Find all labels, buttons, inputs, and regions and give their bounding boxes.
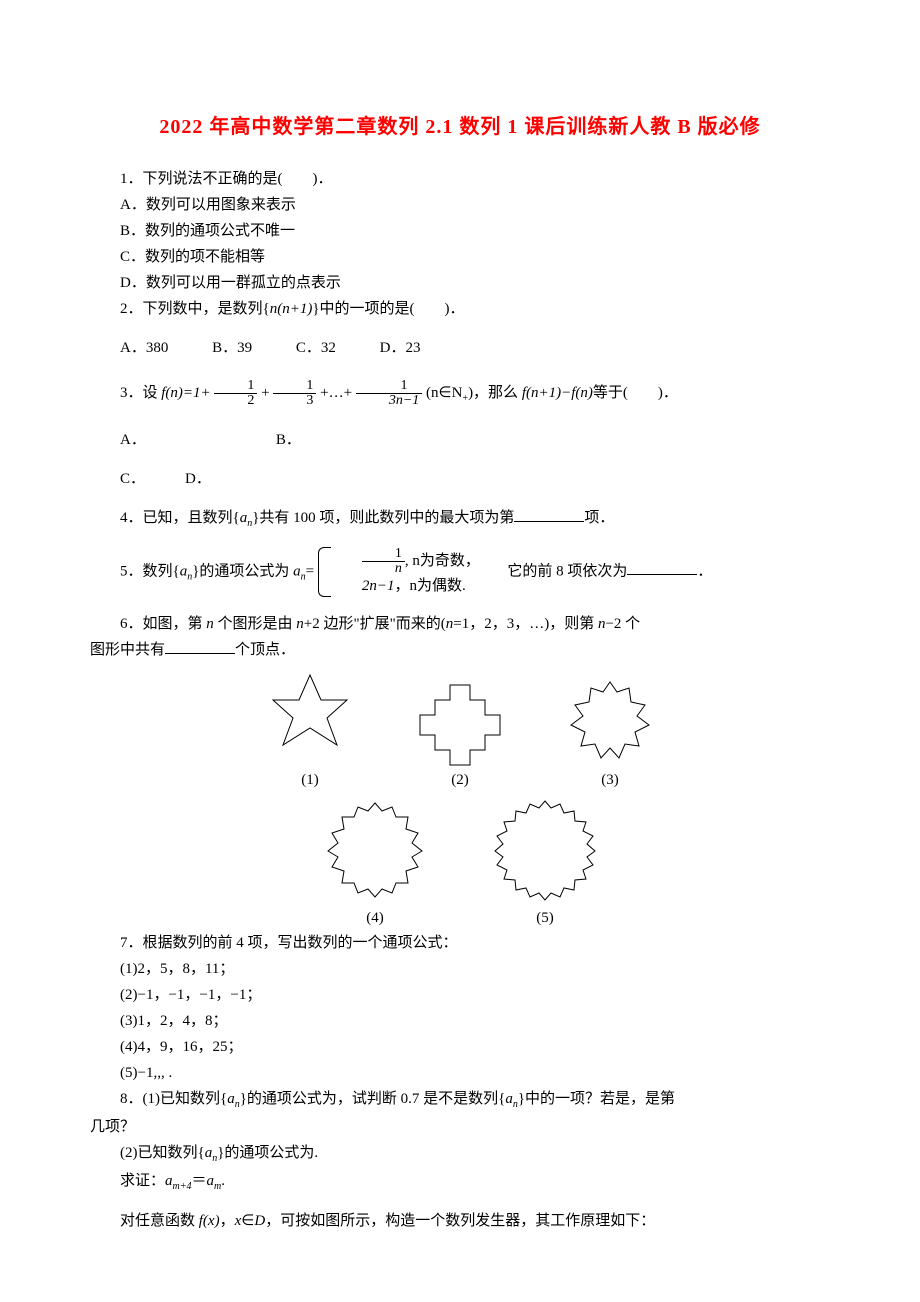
q8-p3: (2)已知数列{an}的通项公式为. <box>90 1141 830 1167</box>
figure-group: (1) (2) (3) (4) <box>90 670 830 927</box>
q1-stem: 1．下列说法不正确的是( )． <box>90 167 830 191</box>
q7-4: (4)4，9，16，25； <box>90 1035 830 1059</box>
q6-line1: 6．如图，第 n 个图形是由 n+2 边形"扩展"而来的(n=1，2，3，…)，… <box>90 612 830 636</box>
fig1-label: (1) <box>255 772 365 789</box>
q2-opts: A．380 B．39 C．32 D．23 <box>90 336 830 360</box>
q1-opt-c: C．数列的项不能相等 <box>90 245 830 269</box>
q5: 5．数列{an}的通项公式为 an= 1n, n为奇数， 2n−1，n为偶数. … <box>90 547 830 597</box>
q4-blank <box>514 508 584 522</box>
q8-p2: 几项？ <box>90 1115 830 1139</box>
figure-5 <box>480 793 610 908</box>
doc-title: 2022 年高中数学第二章数列 2.1 数列 1 课后训练新人教 B 版必修 <box>90 110 830 139</box>
q5-blank <box>627 561 697 575</box>
figure-4 <box>310 793 440 908</box>
q7-3: (3)1，2，4，8； <box>90 1009 830 1033</box>
q3-opts-cd: C．D． <box>90 467 830 491</box>
q3-stem: 3．设 f(n)=1+ 12 + 13 +…+ 13n−1 (n∈N+)，那么 … <box>90 375 830 413</box>
fig3-label: (3) <box>555 772 665 789</box>
q7-1: (1)2，5，8，11； <box>90 957 830 981</box>
fig4-label: (4) <box>310 910 440 927</box>
fig2-label: (2) <box>405 772 515 789</box>
q1-opt-a: A．数列可以用图象来表示 <box>90 193 830 217</box>
q7-5: (5)−1,,, . <box>90 1061 830 1085</box>
figure-2 <box>405 670 515 770</box>
q7-2: (2)−1，−1，−1，−1； <box>90 983 830 1007</box>
figure-1 <box>255 670 365 770</box>
q1-opt-b: B．数列的通项公式不唯一 <box>90 219 830 243</box>
q6-blank <box>165 640 235 654</box>
figure-3 <box>555 670 665 770</box>
q2-stem: 2．下列数中，是数列{n(n+1)}中的一项的是( )． <box>90 297 830 321</box>
q3-opts-ab: A．B． <box>90 428 830 452</box>
q5-cases: 1n, n为奇数， 2n−1，n为偶数. <box>318 547 480 597</box>
footer-line: 对任意函数 f(x)，x∈D，可按如图所示，构造一个数列发生器，其工作原理如下： <box>90 1209 830 1233</box>
q6-line2: 图形中共有个顶点． <box>90 638 830 662</box>
q8-p1: 8．(1)已知数列{an}的通项公式为，试判断 0.7 是不是数列{an}中的一… <box>90 1087 830 1113</box>
fig5-label: (5) <box>480 910 610 927</box>
q7-stem: 7．根据数列的前 4 项，写出数列的一个通项公式： <box>90 931 830 955</box>
q4: 4．已知，且数列{an}共有 100 项，则此数列中的最大项为第项． <box>90 506 830 532</box>
q8-p4: 求证：am+4＝am. <box>90 1169 830 1195</box>
q1-opt-d: D．数列可以用一群孤立的点表示 <box>90 271 830 295</box>
